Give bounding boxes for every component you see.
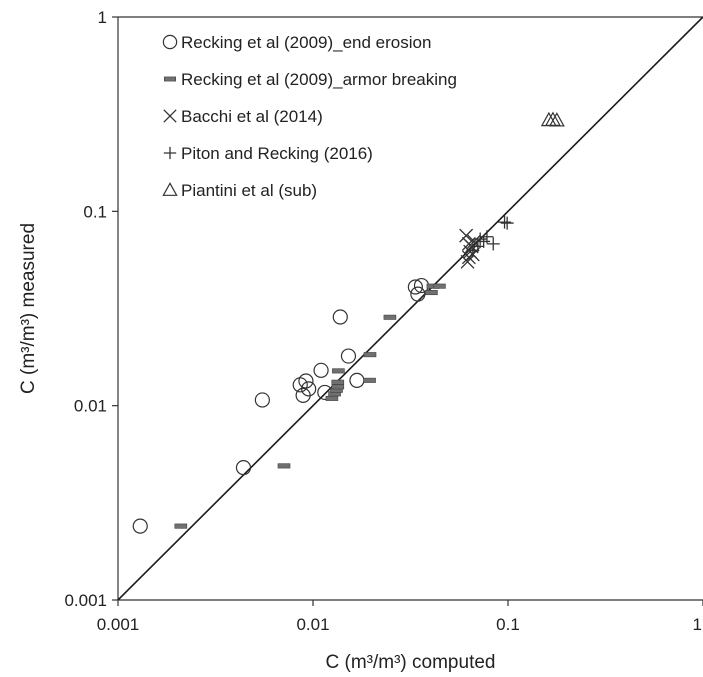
series-1-points: [174, 283, 446, 529]
data-point-dash: [331, 384, 345, 390]
series-4-points: [540, 111, 565, 127]
data-point-dash: [433, 283, 446, 289]
data-point-dash: [363, 377, 376, 383]
y-tick-label: 0.01: [74, 397, 107, 416]
data-point-circle: [235, 460, 252, 476]
data-point-x: [459, 228, 474, 243]
legend-item: Piton and Recking (2016): [163, 144, 373, 163]
data-point-plus: [498, 215, 512, 229]
legend: Recking et al (2009)_end erosion Recking …: [162, 33, 457, 200]
legend-marker-dash: [164, 76, 177, 82]
data-point-circle: [349, 372, 365, 388]
legend-item: Recking et al (2009)_armor breaking: [164, 70, 457, 89]
data-point-dash: [325, 395, 339, 401]
data-point-circle: [332, 309, 348, 325]
x-tick-label: 0.01: [296, 615, 329, 634]
data-point-dash: [363, 352, 377, 358]
data-point-circle: [407, 279, 423, 295]
data-point-dash: [331, 379, 345, 385]
legend-label: Recking et al (2009)_armor breaking: [181, 70, 457, 89]
data-point-plus: [486, 237, 500, 251]
y-axis-title: C (m³/m³) measured: [18, 223, 39, 394]
x-tick-label: 1: [693, 615, 702, 634]
series-3-points: [466, 215, 514, 257]
axis-ticks: 0.001 0.01 0.1 1 0.001 0.01 0.1 1: [64, 8, 703, 634]
y-tick-label: 1: [98, 8, 107, 27]
data-point-dash: [174, 523, 188, 529]
y-tick-label: 0.001: [64, 591, 107, 610]
one-to-one-line: [117, 16, 703, 601]
x-tick-label: 0.1: [496, 615, 520, 634]
data-point-dash: [383, 314, 397, 320]
reference-line-group: [117, 16, 703, 601]
legend-label: Bacchi et al (2014): [181, 107, 323, 126]
data-point-dash: [277, 463, 291, 469]
legend-label: Piton and Recking (2016): [181, 144, 373, 163]
data-point-circle: [132, 518, 148, 534]
data-point-dash: [425, 290, 438, 296]
legend-marker-circle: [162, 34, 178, 50]
data-point-circle: [313, 362, 329, 378]
data-point-plus: [480, 230, 494, 244]
data-point-dash: [332, 368, 345, 374]
x-axis-title: C (m³/m³) computed: [326, 652, 496, 673]
series-0-points: [132, 277, 430, 534]
data-point-x: [460, 254, 475, 269]
data-point-plus: [500, 216, 514, 230]
plot-area: [117, 16, 703, 601]
legend-label: Piantini et al (sub): [181, 181, 317, 200]
legend-marker-x: [163, 109, 177, 123]
legend-label: Recking et al (2009)_end erosion: [181, 33, 431, 52]
data-point-plus: [473, 232, 487, 246]
x-tick-label: 0.001: [97, 615, 140, 634]
legend-item: Bacchi et al (2014): [163, 107, 323, 126]
data-point-circle: [298, 373, 314, 389]
data-point-circle: [301, 381, 317, 397]
legend-marker-plus: [163, 146, 177, 160]
legend-marker-triangle: [162, 182, 178, 196]
legend-item: Recking et al (2009)_end erosion: [162, 33, 431, 52]
y-tick-label: 0.1: [83, 202, 107, 221]
data-point-circle: [410, 286, 426, 302]
data-point-circle: [254, 392, 270, 408]
legend-item: Piantini et al (sub): [162, 181, 317, 200]
data-points: [132, 111, 565, 534]
data-point-triangle: [548, 112, 565, 127]
data-point-circle: [340, 348, 357, 364]
